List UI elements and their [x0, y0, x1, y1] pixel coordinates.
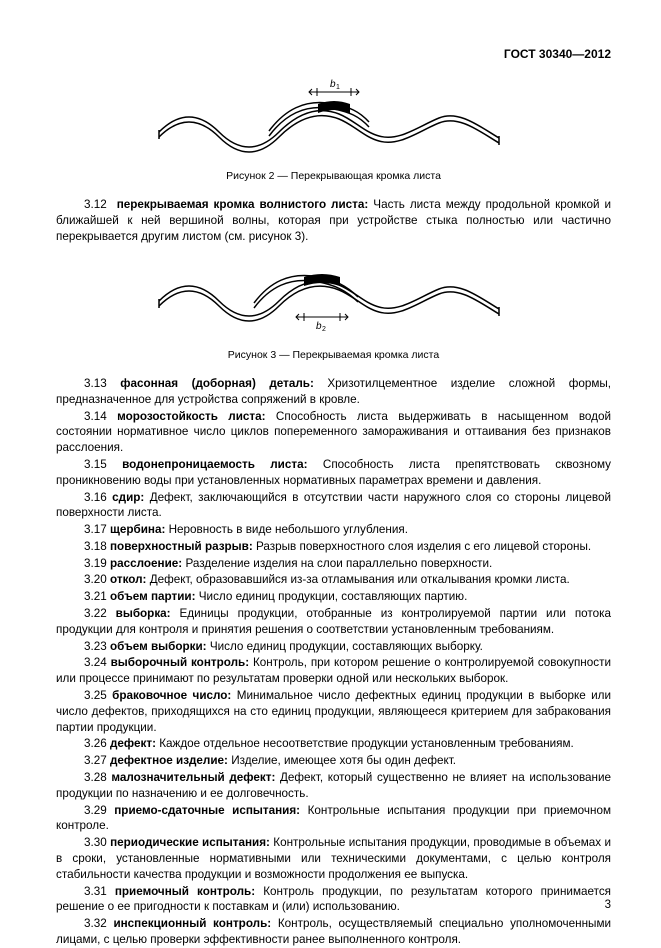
definition-item: 3.21 объем партии: Число единиц продукци…: [56, 589, 611, 605]
item-term: откол:: [110, 573, 146, 586]
item-term: объем выборки:: [110, 640, 207, 653]
definition-item: 3.32 инспекционный контроль: Контроль, о…: [56, 916, 611, 948]
item-number: 3.25: [84, 689, 107, 702]
item-number: 3.21: [84, 590, 107, 603]
item-term: инспекционный контроль:: [113, 917, 271, 930]
definition-item: 3.30 периодические испытания: Контрольны…: [56, 835, 611, 882]
definition-item: 3.22 выборка: Единицы продукции, отобран…: [56, 606, 611, 638]
item-term: периодические испытания:: [110, 836, 270, 849]
item-definition: Дефект, образовавшийся из-за отламывания…: [150, 573, 570, 586]
wave-diagram-2-icon: b 1: [154, 76, 514, 161]
definition-item: 3.31 приемочный контроль: Контроль проду…: [56, 884, 611, 916]
item-number: 3.27: [84, 754, 107, 767]
definition-item: 3.17 щербина: Неровность в виде небольшо…: [56, 522, 611, 538]
item-term: приемо-сдаточные испытания:: [114, 804, 300, 817]
item-number: 3.23: [84, 640, 107, 653]
item-number: 3.15: [84, 458, 107, 471]
item-term: дефектное изделие:: [110, 754, 228, 767]
item-term: водонепроницаемость листа:: [122, 458, 307, 471]
figure-3: b 2: [56, 255, 611, 340]
definition-item: 3.29 приемо-сдаточные испытания: Контрол…: [56, 803, 611, 835]
definition-item: 3.18 поверхностный разрыв: Разрыв поверх…: [56, 539, 611, 555]
item-number: 3.20: [84, 573, 107, 586]
wave-diagram-3-icon: b 2: [154, 255, 514, 340]
item-term: браковочное число:: [112, 689, 231, 702]
definition-item: 3.14 морозостойкость листа: Способность …: [56, 409, 611, 456]
item-number: 3.22: [84, 607, 107, 620]
item-term: щербина:: [110, 523, 165, 536]
item-term: фасонная (доборная) деталь:: [120, 377, 314, 390]
item-number: 3.16: [84, 491, 107, 504]
definition-item: 3.27 дефектное изделие: Изделие, имеющее…: [56, 753, 611, 769]
item-term: малозначительный дефект:: [111, 771, 275, 784]
item-definition: Разделение изделия на слои параллельно п…: [185, 557, 492, 570]
definition-item: 3.19 расслоение: Разделение изделия на с…: [56, 556, 611, 572]
definition-item: 3.28 малозначительный дефект: Дефект, ко…: [56, 770, 611, 802]
item-definition: Каждое отдельное несоответствие продукци…: [159, 737, 574, 750]
item-number: 3.26: [84, 737, 107, 750]
item-definition: Разрыв поверхностного слоя изделия с его…: [256, 540, 591, 553]
svg-text:1: 1: [336, 84, 340, 91]
item-definition: Число единиц продукции, составляющих пар…: [199, 590, 468, 603]
item-term: сдир:: [112, 491, 144, 504]
item-number: 3.17: [84, 523, 107, 536]
item-number: 3.31: [84, 885, 107, 898]
definition-item: 3.12 перекрываемая кромка волнистого лис…: [56, 197, 611, 244]
item-number: 3.29: [84, 804, 107, 817]
definition-item: 3.13 фасонная (доборная) деталь: Хризоти…: [56, 376, 611, 408]
item-term: выборочный контроль:: [111, 656, 249, 669]
item-term: приемочный контроль:: [115, 885, 255, 898]
definitions-list: 3.13 фасонная (доборная) деталь: Хризоти…: [56, 376, 611, 948]
item-term: поверхностный разрыв:: [110, 540, 253, 553]
item-number: 3.19: [84, 557, 107, 570]
figure-2: b 1: [56, 76, 611, 161]
definition-item: 3.25 браковочное число: Минимальное числ…: [56, 688, 611, 735]
item-definition: Неровность в виде небольшого углубления.: [169, 523, 408, 536]
definition-item: 3.26 дефект: Каждое отдельное несоответс…: [56, 736, 611, 752]
item-number: 3.32: [84, 917, 107, 930]
svg-text:2: 2: [322, 326, 326, 333]
page-container: ГОСТ 30340—2012 b 1 Рисунок 2 — Перекрыв…: [0, 0, 661, 936]
item-number: 3.30: [84, 836, 107, 849]
item-number: 3.28: [84, 771, 107, 784]
document-code: ГОСТ 30340—2012: [56, 46, 611, 62]
item-number: 3.13: [84, 377, 107, 390]
definition-item: 3.15 водонепроницаемость листа: Способно…: [56, 457, 611, 489]
item-term: перекрываемая кромка волнистого листа:: [117, 198, 369, 211]
item-term: объем партии:: [110, 590, 196, 603]
item-number: 3.12: [84, 198, 107, 211]
item-term: выборка:: [116, 607, 171, 620]
figure-2-caption: Рисунок 2 — Перекрывающая кромка листа: [56, 169, 611, 183]
definition-item: 3.23 объем выборки: Число единиц продукц…: [56, 639, 611, 655]
page-number: 3: [605, 898, 611, 914]
definition-item: 3.16 сдир: Дефект, заключающийся в отсут…: [56, 490, 611, 522]
item-number: 3.18: [84, 540, 107, 553]
figure-3-caption: Рисунок 3 — Перекрываемая кромка листа: [56, 348, 611, 362]
item-definition: Число единиц продукции, составляющих выб…: [210, 640, 483, 653]
item-term: дефект:: [110, 737, 156, 750]
item-number: 3.14: [84, 410, 107, 423]
item-number: 3.24: [84, 656, 107, 669]
definition-item: 3.24 выборочный контроль: Контроль, при …: [56, 655, 611, 687]
item-term: расслоение:: [110, 557, 182, 570]
definition-item: 3.20 откол: Дефект, образовавшийся из-за…: [56, 572, 611, 588]
item-term: морозостойкость листа:: [117, 410, 265, 423]
item-definition: Изделие, имеющее хотя бы один дефект.: [231, 754, 456, 767]
